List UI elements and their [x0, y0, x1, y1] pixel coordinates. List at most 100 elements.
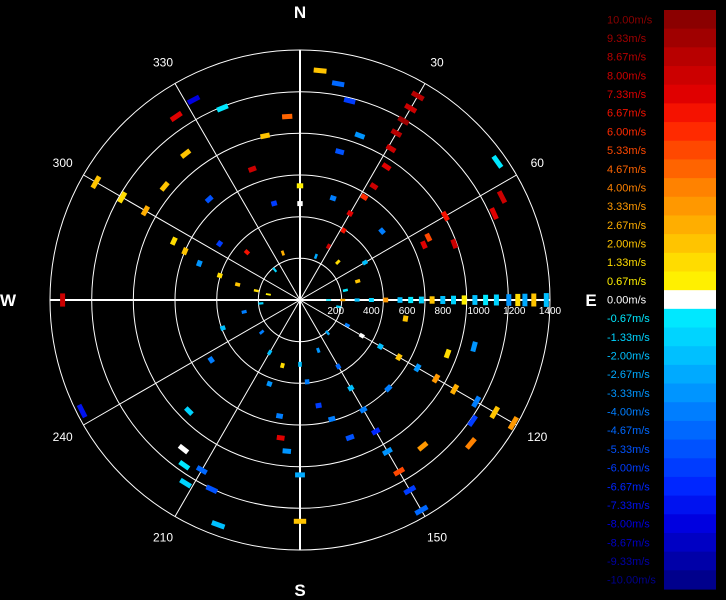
velocity-mark	[335, 259, 341, 265]
velocity-mark	[360, 193, 369, 202]
velocity-mark	[343, 96, 356, 105]
velocity-mark	[443, 348, 452, 359]
colorbar-swatch	[664, 140, 716, 161]
velocity-mark	[369, 182, 379, 191]
velocity-mark	[275, 412, 284, 420]
bearing-label: 30	[430, 56, 444, 70]
velocity-mark	[403, 484, 417, 496]
colorbar-swatch	[664, 271, 716, 291]
colorbar-label: -4.67m/s	[607, 425, 650, 437]
velocity-mark	[354, 278, 361, 284]
velocity-mark	[178, 459, 191, 471]
velocity-mark	[282, 448, 292, 454]
velocity-mark	[140, 205, 151, 217]
colorbar-swatch	[664, 252, 716, 273]
velocity-mark	[259, 132, 271, 140]
velocity-mark	[204, 194, 214, 204]
range-tick-label: 400	[363, 306, 380, 317]
colorbar-swatch	[664, 308, 716, 329]
cardinal-n: N	[294, 3, 306, 22]
velocity-mark	[205, 484, 219, 494]
colorbar-label: 2.67m/s	[607, 220, 647, 232]
velocity-mark	[346, 209, 354, 217]
velocity-mark	[342, 288, 349, 293]
velocity-mark	[243, 249, 251, 256]
velocity-mark	[450, 238, 459, 249]
velocity-mark	[347, 384, 355, 392]
colorbar-label: 5.33m/s	[607, 145, 647, 157]
velocity-mark	[370, 427, 381, 436]
colorbar-label: -6.67m/s	[607, 481, 650, 493]
velocity-mark	[464, 436, 477, 450]
velocity-mark	[431, 373, 441, 384]
velocity-mark	[272, 267, 278, 273]
colorbar-swatch	[664, 122, 716, 142]
colorbar-label: -0.67m/s	[607, 313, 650, 325]
velocity-mark	[169, 236, 178, 246]
velocity-colorbar: 10.00m/s 9.33m/s 8.67m/s 8.00m/s 7.33m/s 6.67…	[607, 10, 716, 590]
colorbar-label: -2.00m/s	[607, 351, 650, 363]
velocity-mark	[211, 520, 226, 530]
colorbar-label: 6.00m/s	[607, 126, 647, 138]
colorbar-label: 0.00m/s	[607, 295, 647, 307]
velocity-mark	[404, 103, 418, 114]
velocity-mark	[361, 259, 369, 266]
velocity-mark	[417, 440, 429, 452]
velocity-mark	[90, 175, 102, 190]
colorbar-swatch	[664, 383, 716, 403]
velocity-mark	[449, 383, 460, 395]
colorbar-swatch	[664, 532, 716, 553]
colorbar-swatch	[664, 159, 716, 179]
velocity-mark	[216, 103, 229, 113]
velocity-mark	[215, 239, 224, 248]
colorbar-swatch	[664, 439, 716, 459]
velocity-mark	[340, 227, 347, 234]
velocity-mark	[159, 181, 170, 192]
velocity-mark	[385, 143, 397, 154]
velocity-mark	[489, 207, 499, 221]
colorbar-label: -1.33m/s	[607, 332, 650, 344]
velocity-mark	[279, 362, 285, 369]
colorbar-label: 10.00m/s	[607, 14, 653, 26]
velocity-mark	[266, 349, 273, 356]
velocity-mark	[241, 309, 247, 314]
colorbar-label: 6.67m/s	[607, 108, 647, 120]
velocity-mark	[329, 194, 337, 202]
range-tick-label: 800	[435, 306, 452, 317]
velocity-mark	[258, 329, 265, 335]
colorbar-label: -4.00m/s	[607, 407, 650, 419]
velocity-mark	[331, 80, 345, 88]
velocity-mark	[281, 113, 293, 120]
range-tick-label: 1200	[503, 306, 526, 317]
colorbar-label: 1.33m/s	[607, 257, 647, 269]
velocity-mark	[327, 415, 336, 423]
range-tick-label: 200	[327, 306, 344, 317]
velocity-mark	[358, 332, 365, 339]
bearing-spoke	[299, 299, 517, 426]
bearing-spoke	[174, 83, 301, 301]
colorbar-swatch	[664, 570, 716, 590]
velocity-mark	[491, 154, 504, 169]
velocity-mark	[410, 90, 425, 102]
colorbar-label: -6.00m/s	[607, 463, 650, 475]
velocity-marks	[60, 67, 549, 530]
velocity-mark	[376, 342, 384, 350]
velocity-mark	[496, 190, 508, 204]
velocity-mark	[186, 94, 201, 106]
velocity-mark	[184, 406, 194, 416]
velocity-mark	[253, 288, 260, 293]
colorbar-label: 0.67m/s	[607, 276, 647, 288]
colorbar-swatch	[664, 458, 716, 478]
velocity-mark	[316, 347, 321, 354]
velocity-mark	[467, 414, 478, 428]
velocity-mark	[420, 240, 428, 250]
velocity-mark	[470, 341, 478, 353]
velocity-mark	[334, 148, 345, 156]
colorbar-swatch	[664, 327, 716, 347]
velocity-mark	[507, 415, 519, 431]
velocity-mark	[315, 402, 322, 409]
velocity-mark	[76, 403, 88, 419]
bearing-label: 300	[53, 156, 73, 170]
velocity-mark	[276, 434, 285, 441]
